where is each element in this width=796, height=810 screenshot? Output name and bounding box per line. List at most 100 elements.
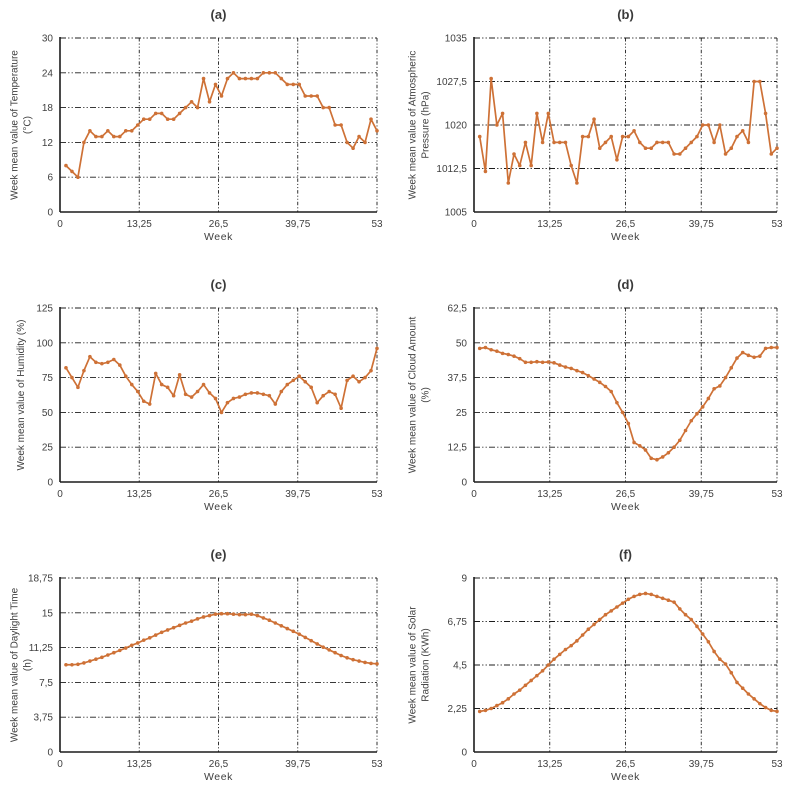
data-point	[775, 146, 779, 150]
data-point	[333, 392, 337, 397]
data-point	[147, 636, 152, 640]
data-point	[706, 123, 711, 127]
data-point	[112, 357, 116, 362]
data-point	[546, 111, 551, 116]
data-point	[327, 389, 331, 394]
data-point	[273, 71, 278, 75]
data-point	[723, 662, 728, 666]
data-point	[321, 105, 325, 110]
data-point	[723, 152, 728, 156]
data-point	[123, 374, 128, 379]
x-tick-label: 26,5	[209, 489, 229, 500]
data-point	[309, 385, 314, 390]
data-point	[321, 393, 325, 398]
data-point	[237, 395, 242, 399]
data-point	[171, 117, 176, 121]
y-tick-label: 12	[42, 138, 54, 149]
x-tick-label: 0	[57, 219, 63, 230]
x-tick-label: 39,75	[285, 489, 310, 500]
data-point	[303, 635, 308, 640]
y-tick-label: 0	[47, 748, 53, 759]
data-point	[183, 105, 188, 110]
data-point	[620, 134, 625, 139]
y-tick-label: 18	[42, 103, 54, 114]
data-point	[535, 111, 539, 116]
data-point	[88, 659, 92, 663]
chart-e-daylight-time: (e) Week mean value of Daylight Time (h)…	[0, 540, 398, 810]
data-point	[112, 134, 116, 139]
data-point	[219, 410, 224, 415]
data-point	[327, 648, 331, 652]
x-tick-label: 0	[57, 759, 63, 770]
data-point	[603, 140, 608, 145]
data-point	[580, 633, 585, 637]
data-point	[477, 134, 482, 139]
data-point	[729, 366, 734, 370]
data-point	[291, 629, 296, 634]
plot-area: 18,75 15 11,25 7,5 3,75 00 13,25 26,5 39,75 53	[28, 574, 383, 771]
data-point	[273, 402, 278, 406]
y-tick-label: 1035	[445, 34, 468, 45]
data-point	[82, 368, 86, 373]
data-point	[712, 649, 716, 654]
x-tick-label: 26,5	[209, 219, 229, 230]
data-point	[303, 379, 308, 384]
data-point	[375, 346, 379, 351]
data-point	[369, 368, 373, 373]
data-point	[706, 396, 711, 401]
data-point	[118, 363, 122, 367]
y-tick-label: 6	[47, 173, 53, 184]
data-point	[569, 366, 573, 371]
data-point	[740, 129, 745, 133]
data-point	[237, 76, 242, 81]
data-point	[752, 697, 756, 701]
data-point	[569, 643, 573, 648]
data-point	[746, 140, 751, 145]
data-point	[752, 79, 756, 84]
data-point	[683, 612, 688, 617]
data-point	[500, 700, 505, 705]
data-point	[285, 382, 290, 387]
data-point	[535, 359, 539, 364]
data-point	[500, 351, 505, 356]
data-point	[345, 656, 349, 660]
data-point	[291, 378, 296, 383]
data-point	[763, 346, 768, 351]
data-point	[632, 594, 636, 599]
chart-d-cloud-amount: (d) Week mean value of Cloud Amount (%) …	[398, 270, 796, 540]
data-point	[723, 375, 728, 380]
data-point	[141, 399, 146, 404]
data-point	[523, 683, 528, 688]
data-point	[165, 628, 170, 632]
data-point	[483, 169, 488, 174]
data-point	[586, 134, 591, 139]
x-tick-label: 39,75	[689, 219, 714, 230]
data-point	[615, 158, 619, 162]
data-point	[267, 393, 272, 398]
data-point	[775, 709, 779, 714]
data-point	[506, 181, 511, 185]
data-point	[523, 140, 528, 145]
data-point	[489, 76, 493, 81]
data-point	[735, 680, 739, 685]
data-point	[255, 76, 260, 81]
data-point	[315, 94, 319, 98]
data-point	[76, 385, 80, 390]
data-point	[529, 678, 533, 683]
data-point	[615, 400, 619, 405]
data-point	[183, 621, 188, 625]
data-line	[478, 346, 778, 461]
data-point	[315, 400, 319, 405]
data-point	[729, 146, 734, 150]
x-tick-label: 26,5	[616, 489, 636, 500]
data-point	[64, 366, 68, 370]
data-point	[700, 405, 705, 409]
data-point	[129, 382, 134, 387]
data-point	[273, 621, 278, 625]
x-tick-label: 53	[771, 489, 783, 500]
data-point	[88, 129, 92, 133]
y-tick-label: 25	[456, 408, 468, 419]
data-point	[231, 612, 236, 616]
data-point	[159, 111, 164, 116]
data-point	[597, 617, 602, 622]
